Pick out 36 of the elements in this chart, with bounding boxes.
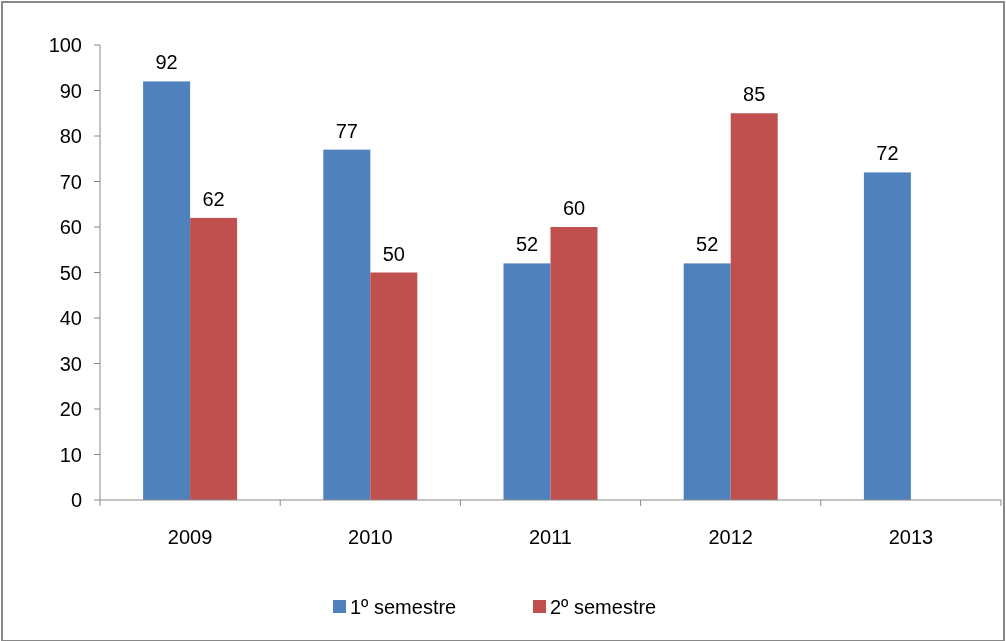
x-tick-label: 2013 bbox=[888, 526, 934, 548]
legend-label: 1º semestre bbox=[350, 596, 457, 618]
bar bbox=[550, 227, 598, 500]
legend-label: 2º semestre bbox=[550, 596, 657, 618]
data-label: 72 bbox=[876, 142, 899, 165]
x-tick-label: 2011 bbox=[528, 526, 573, 548]
bar bbox=[503, 263, 551, 500]
y-tick-label: 30 bbox=[59, 352, 82, 375]
data-label: 85 bbox=[743, 83, 766, 106]
y-tick-label: 60 bbox=[59, 216, 82, 238]
data-label: 60 bbox=[562, 197, 586, 219]
data-label: 92 bbox=[155, 51, 178, 74]
y-tick-label: 90 bbox=[59, 79, 82, 102]
x-tick-label: 2009 bbox=[167, 526, 213, 548]
y-tick-label: 10 bbox=[59, 443, 82, 466]
y-tick-label: 40 bbox=[59, 307, 82, 329]
data-label: 50 bbox=[382, 242, 405, 265]
y-tick-label: 70 bbox=[59, 170, 82, 193]
bar bbox=[323, 149, 371, 500]
bar bbox=[370, 272, 418, 500]
y-tick-label: 100 bbox=[48, 34, 82, 56]
x-tick-label: 2012 bbox=[708, 526, 753, 548]
y-tick-label: 20 bbox=[59, 398, 82, 420]
y-tick-label: 80 bbox=[59, 125, 82, 147]
bar bbox=[143, 81, 191, 500]
data-label: 52 bbox=[696, 233, 719, 256]
y-tick-label: 50 bbox=[59, 261, 82, 284]
bar bbox=[863, 172, 911, 500]
data-label: 52 bbox=[515, 233, 539, 256]
bar bbox=[730, 113, 778, 500]
data-label: 62 bbox=[202, 187, 225, 210]
x-tick-label: 2010 bbox=[348, 526, 393, 548]
bar bbox=[683, 263, 731, 500]
data-label: 77 bbox=[335, 119, 358, 142]
bar bbox=[190, 217, 238, 500]
y-tick-label: 0 bbox=[70, 489, 82, 511]
